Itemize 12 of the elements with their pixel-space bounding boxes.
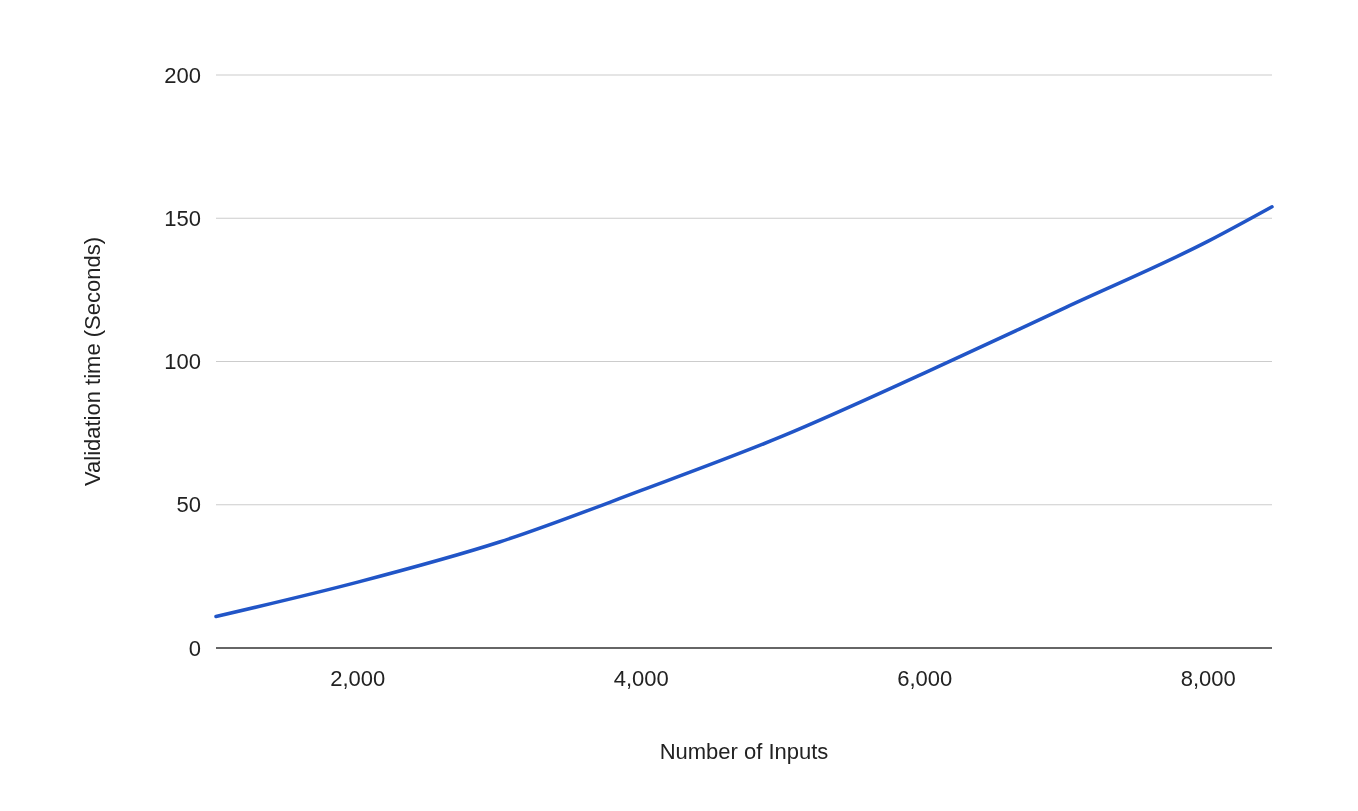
line-series — [214, 205, 1274, 619]
x-tick-label: 4,000 — [613, 666, 669, 691]
y-tick-label: 150 — [164, 205, 201, 231]
x-tick-label: 8,000 — [1180, 666, 1236, 691]
x-tick-label: 2,000 — [330, 666, 386, 691]
y-tick-label: 100 — [164, 349, 201, 375]
x-tick-label: 6,000 — [897, 666, 953, 691]
y-axis-title: Validation time (Seconds) — [80, 236, 105, 487]
y-tick-label: 0 — [188, 635, 201, 661]
y-tick-label: 50 — [176, 492, 201, 518]
x-axis-title: Number of Inputs — [659, 739, 829, 764]
y-tick-label: 200 — [164, 62, 201, 88]
